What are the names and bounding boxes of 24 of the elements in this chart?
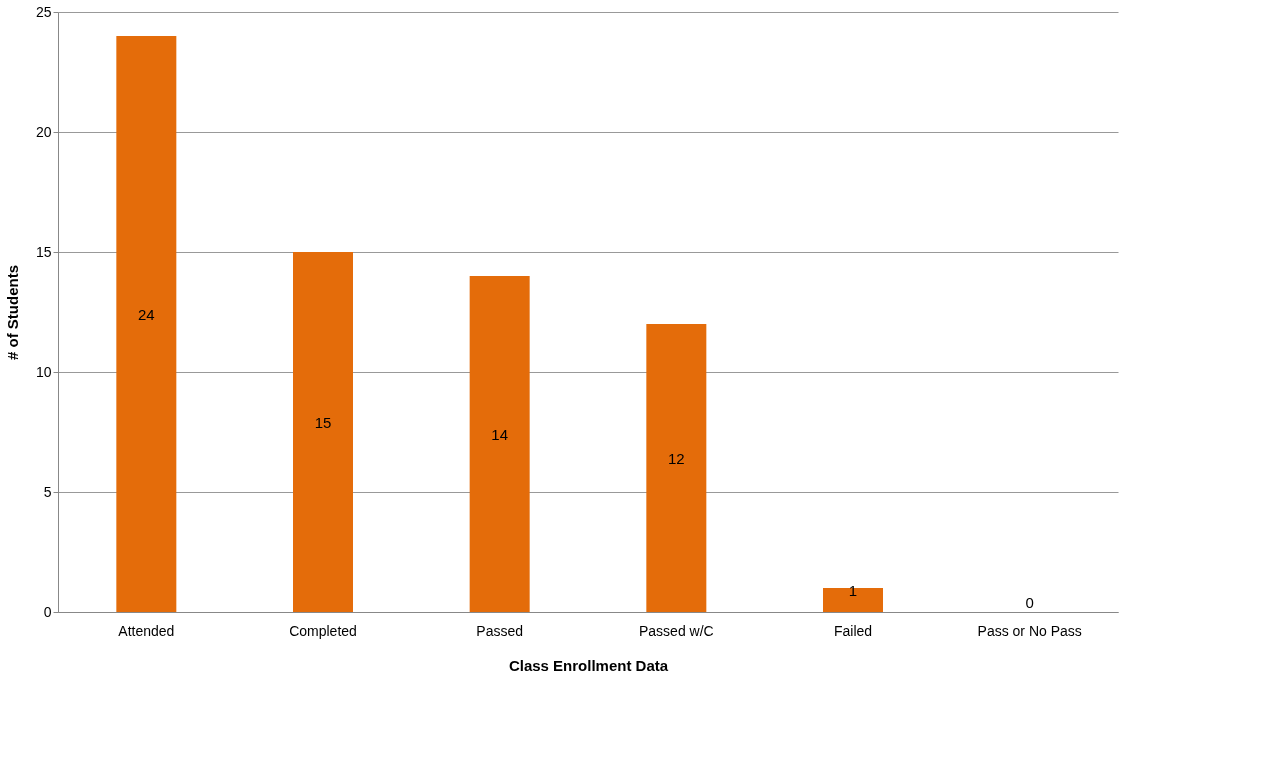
- x-axis-title: Class Enrollment Data: [508, 656, 669, 674]
- data-label: 12: [667, 450, 685, 467]
- bar: [116, 36, 177, 612]
- x-tick-label: Attended: [118, 622, 175, 639]
- x-tick-label: Passed: [476, 622, 524, 639]
- data-label: 24: [137, 306, 155, 323]
- x-tick-label: Failed: [833, 622, 873, 639]
- data-label: 15: [314, 414, 332, 431]
- bar: [469, 276, 530, 612]
- x-tick-label: Pass or No Pass: [977, 622, 1082, 639]
- y-tick-label: 25: [35, 3, 52, 20]
- y-tick-label: 5: [43, 483, 52, 500]
- bar: [823, 588, 883, 612]
- x-tick-label: Passed w/C: [638, 622, 714, 639]
- bar: [646, 324, 707, 612]
- data-label: 0: [1025, 594, 1034, 611]
- x-tick-label: Completed: [289, 622, 357, 639]
- y-axis-title: # of Students: [3, 264, 21, 361]
- y-tick-label: 15: [35, 243, 52, 260]
- y-tick-label: 0: [43, 603, 52, 620]
- bar: [293, 252, 353, 612]
- y-tick-label: 20: [35, 123, 52, 140]
- data-label: 14: [491, 426, 509, 443]
- y-tick-label: 10: [35, 363, 52, 380]
